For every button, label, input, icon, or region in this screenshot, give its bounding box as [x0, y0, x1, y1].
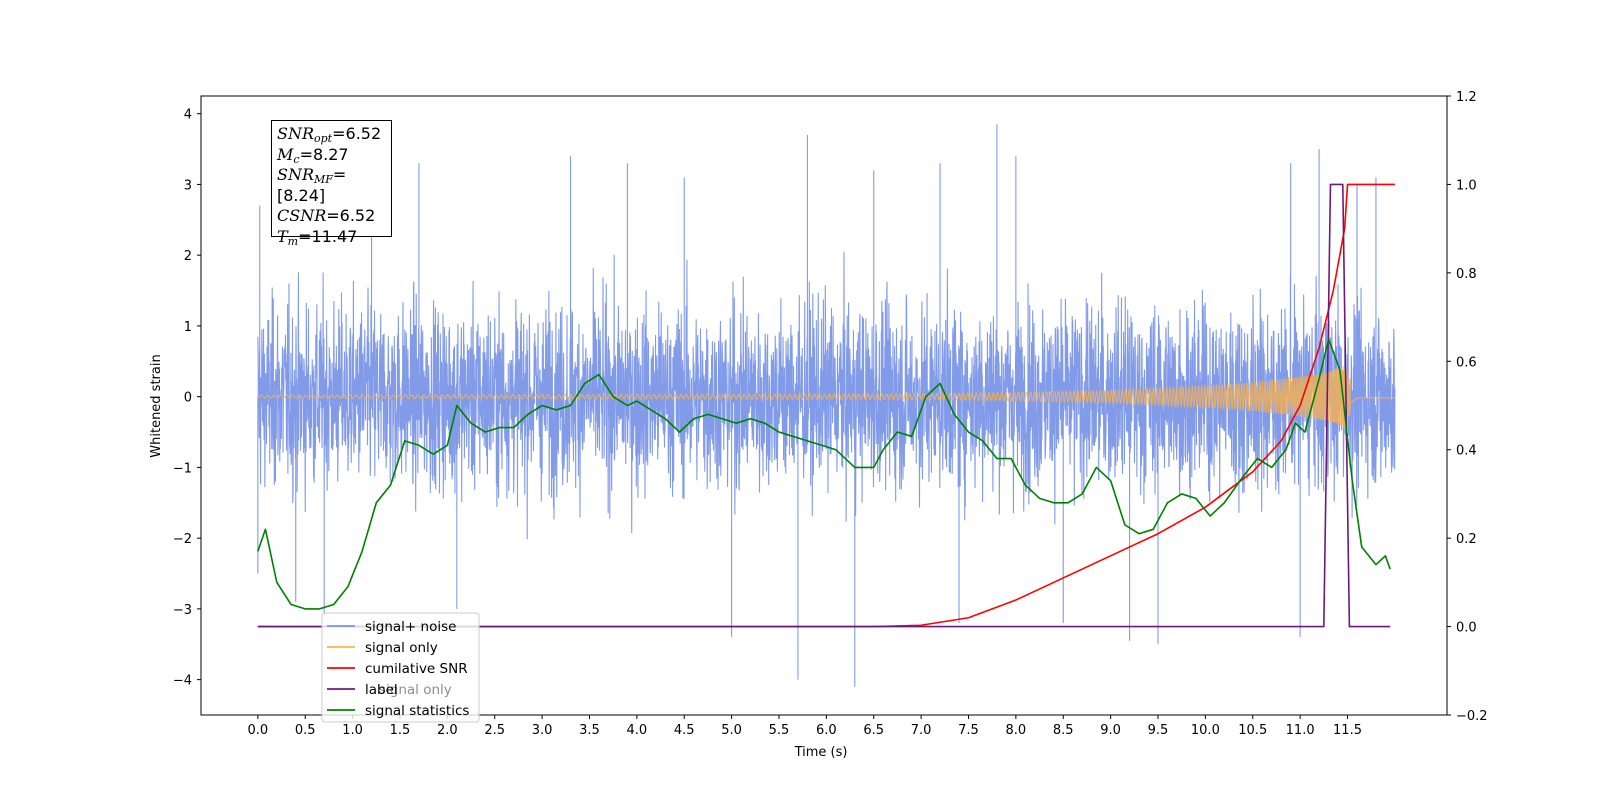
left-y-tick-label: 1 [184, 320, 192, 335]
x-tick-label: 8.0 [1006, 723, 1027, 738]
x-tick-label: 11.5 [1333, 723, 1362, 738]
legend-item-signal-noise: signal+ noise [365, 619, 456, 635]
x-tick-label: 6.5 [863, 723, 884, 738]
right-y-tick-label: 1.0 [1456, 178, 1477, 193]
x-tick-label: 10.5 [1238, 723, 1267, 738]
x-tick-label: 0.0 [248, 723, 269, 738]
x-axis: 0.0 0.5 1.0 1.5 2.0 2.5 3.0 3.5 4.0 4.5 5.0 5.5 6.0 6… [248, 715, 1362, 738]
x-tick-label: 8.5 [1053, 723, 1074, 738]
right-y-tick-label: 0.0 [1456, 621, 1477, 636]
x-tick-label: 2.5 [484, 723, 505, 738]
legend-box [321, 612, 480, 723]
x-tick-label: 3.5 [579, 723, 600, 738]
x-tick-label: 7.5 [958, 723, 979, 738]
csnr-line: CSNR=6.52 [277, 206, 376, 225]
x-tick-label: 1.0 [342, 723, 363, 738]
right-y-tick-label: 0.6 [1456, 355, 1477, 370]
right-y-tick-label: 0.2 [1456, 532, 1477, 547]
left-y-tick-label: 2 [184, 249, 192, 264]
x-axis-label: Time (s) [794, 745, 848, 760]
merger-time-line: Tm=11.47 [277, 226, 358, 248]
legend-item-signal-statistics: signal statistics [365, 703, 469, 719]
x-tick-label: 5.0 [721, 723, 742, 738]
legend-item-cumulative-snr: cumilative SNR [365, 661, 468, 677]
x-tick-label: 1.5 [390, 723, 411, 738]
x-tick-label: 9.0 [1100, 723, 1121, 738]
legend-item-signal-only: signal only [365, 640, 438, 656]
left-y-tick-label: −2 [173, 532, 192, 547]
left-y-tick-label: 0 [184, 391, 192, 406]
chirp-mass-line: Mc=8.27 [277, 144, 349, 166]
series-signal-noise [257, 124, 1396, 687]
right-y-tick-label: 0.4 [1456, 444, 1477, 459]
plot-area [257, 124, 1396, 687]
x-tick-label: 6.0 [816, 723, 837, 738]
right-y-tick-label: 1.2 [1456, 90, 1477, 105]
right-y-axis: −0.2 0.0 0.2 0.4 0.6 0.8 1.0 1.2 [1447, 90, 1488, 724]
x-tick-label: 4.0 [627, 723, 648, 738]
left-y-axis: −4 −3 −2 −1 0 1 2 3 4 [173, 108, 201, 689]
left-y-tick-label: 4 [184, 108, 192, 123]
x-tick-label: 5.5 [769, 723, 790, 738]
snr-opt-line: SNRopt=6.52 [277, 124, 382, 145]
x-tick-label: 9.5 [1148, 723, 1169, 738]
left-y-tick-label: 3 [184, 178, 192, 193]
legend-overlapped-text: signal only [379, 682, 452, 698]
legend: signal+ noise signal only cumilative SNR la… [321, 612, 480, 723]
legend-item-label: label [365, 682, 398, 698]
series-signal-only [257, 366, 1395, 428]
plot-frame [200, 95, 1448, 716]
right-y-tick-label: −0.2 [1456, 709, 1488, 724]
x-tick-label: 3.0 [532, 723, 553, 738]
x-tick-label: 11.0 [1286, 723, 1315, 738]
x-tick-label: 10.0 [1191, 723, 1220, 738]
series-signal-statistics [257, 338, 1391, 610]
series-label [257, 183, 1391, 628]
left-y-axis-label: Whitened strain [149, 354, 164, 457]
x-tick-label: 7.0 [911, 723, 932, 738]
stats-annotation-box: SNRopt=6.52 Mc=8.27 SNRMF=[8.24] CSNR=6.… [271, 120, 392, 247]
left-y-tick-label: −4 [173, 674, 192, 689]
right-y-tick-label: 0.8 [1456, 267, 1477, 282]
x-tick-label: 2.0 [437, 723, 458, 738]
series-cumulative-snr [257, 183, 1395, 628]
x-tick-label: 0.5 [295, 723, 316, 738]
left-y-tick-label: −3 [173, 603, 192, 618]
left-y-tick-label: −1 [173, 461, 192, 476]
x-tick-label: 4.5 [674, 723, 695, 738]
snr-mf-line: SNRMF=[8.24] [277, 165, 347, 205]
